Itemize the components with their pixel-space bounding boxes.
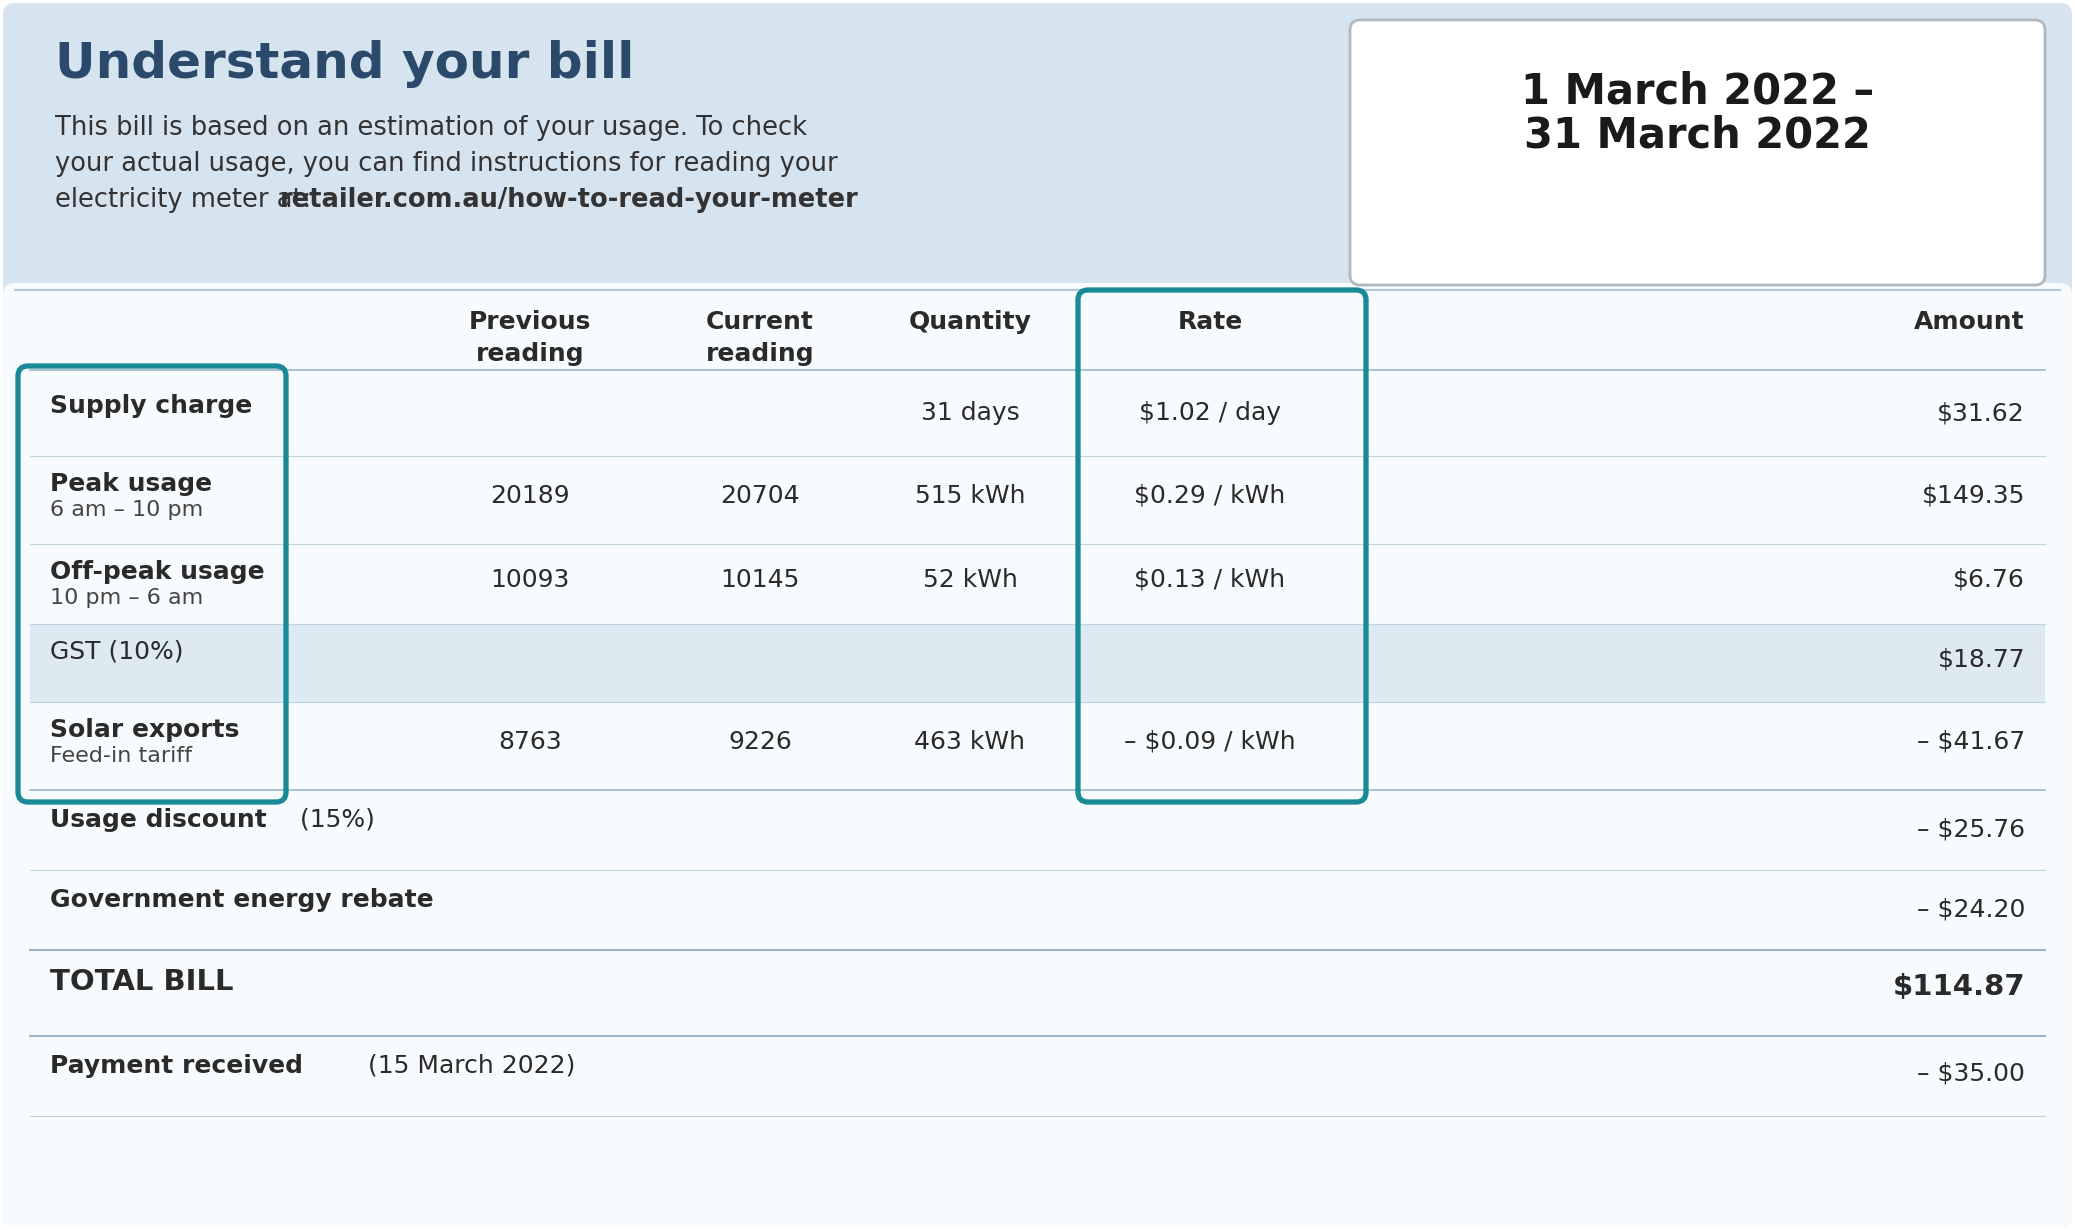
Text: $6.76: $6.76 — [1953, 568, 2025, 592]
Text: 10 pm – 6 am: 10 pm – 6 am — [50, 588, 203, 608]
Text: $0.13 / kWh: $0.13 / kWh — [1135, 568, 1286, 592]
Text: – $25.76: – $25.76 — [1917, 818, 2025, 843]
FancyBboxPatch shape — [1351, 20, 2046, 285]
Text: 1 March 2022 –: 1 March 2022 – — [1521, 70, 1874, 112]
Text: 8763: 8763 — [498, 729, 562, 754]
Text: – $35.00: – $35.00 — [1917, 1061, 2025, 1086]
Text: Understand your bill: Understand your bill — [56, 41, 635, 89]
Text: – $0.09 / kWh: – $0.09 / kWh — [1125, 729, 1295, 754]
Text: 20704: 20704 — [720, 483, 799, 508]
Text: $149.35: $149.35 — [1921, 483, 2025, 508]
Text: – $24.20: – $24.20 — [1917, 898, 2025, 922]
Text: (15 March 2022): (15 March 2022) — [359, 1054, 575, 1077]
FancyBboxPatch shape — [2, 283, 2073, 1228]
Text: $31.62: $31.62 — [1938, 401, 2025, 426]
Text: $114.87: $114.87 — [1892, 973, 2025, 1001]
Text: Feed-in tariff: Feed-in tariff — [50, 747, 193, 766]
Text: 463 kWh: 463 kWh — [915, 729, 1025, 754]
Text: Off-peak usage: Off-peak usage — [50, 560, 266, 584]
Text: This bill is based on an estimation of your usage. To check: This bill is based on an estimation of y… — [56, 114, 807, 141]
Text: $1.02 / day: $1.02 / day — [1139, 401, 1280, 426]
Text: – $41.67: – $41.67 — [1917, 729, 2025, 754]
Text: GST (10%): GST (10%) — [50, 640, 183, 664]
Text: Amount: Amount — [1915, 310, 2025, 335]
Text: Solar exports: Solar exports — [50, 718, 239, 742]
Text: $0.29 / kWh: $0.29 / kWh — [1135, 483, 1286, 508]
Text: Previous
reading: Previous reading — [469, 310, 591, 365]
Text: Supply charge: Supply charge — [50, 394, 253, 418]
Text: Rate: Rate — [1177, 310, 1243, 335]
Text: electricity meter at:: electricity meter at: — [56, 187, 320, 213]
Text: 10093: 10093 — [490, 568, 571, 592]
Text: Government energy rebate: Government energy rebate — [50, 888, 434, 911]
Text: 20189: 20189 — [490, 483, 571, 508]
Text: TOTAL BILL: TOTAL BILL — [50, 968, 234, 996]
Text: (15%): (15%) — [293, 808, 376, 831]
Text: 52 kWh: 52 kWh — [923, 568, 1017, 592]
Text: 31 March 2022: 31 March 2022 — [1523, 114, 1872, 157]
Text: Usage discount: Usage discount — [50, 808, 268, 831]
Text: Payment received: Payment received — [50, 1054, 303, 1077]
Bar — [29, 624, 2046, 702]
Text: your actual usage, you can find instructions for reading your: your actual usage, you can find instruct… — [56, 151, 838, 177]
Text: 31 days: 31 days — [921, 401, 1019, 426]
Text: 515 kWh: 515 kWh — [915, 483, 1025, 508]
Text: 10145: 10145 — [720, 568, 799, 592]
Text: 9226: 9226 — [728, 729, 793, 754]
Text: $18.77: $18.77 — [1938, 647, 2025, 672]
Text: Quantity: Quantity — [909, 310, 1031, 335]
Text: retailer.com.au/how-to-read-your-meter: retailer.com.au/how-to-read-your-meter — [280, 187, 859, 213]
Text: Current
reading: Current reading — [706, 310, 813, 365]
Text: 6 am – 10 pm: 6 am – 10 pm — [50, 501, 203, 520]
Text: Peak usage: Peak usage — [50, 472, 212, 496]
